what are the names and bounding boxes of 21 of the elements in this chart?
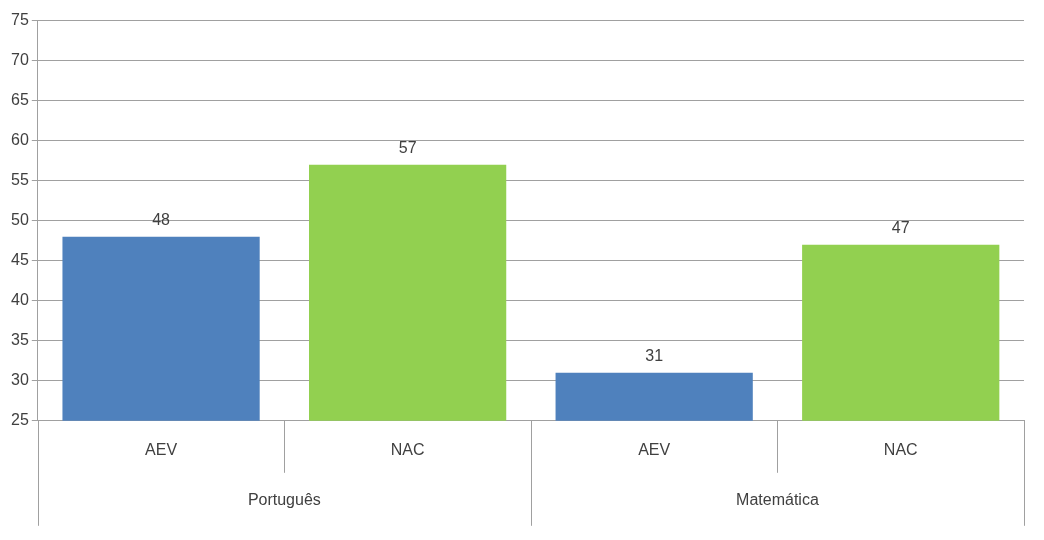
text: Matemática bbox=[736, 491, 819, 509]
y-tick-label: 60 bbox=[11, 131, 29, 149]
data-label: 48 bbox=[152, 211, 171, 229]
y-tick-label: 30 bbox=[11, 371, 29, 389]
data-label: 47 bbox=[891, 219, 910, 237]
y-tick-label: 65 bbox=[11, 91, 29, 109]
y-tick-label: 75 bbox=[11, 11, 29, 29]
x-tick-label: NAC bbox=[390, 440, 425, 458]
x-tick-label: AEV bbox=[145, 440, 178, 458]
data-label: 31 bbox=[645, 347, 664, 365]
x-tick-label: NAC bbox=[883, 440, 918, 458]
y-tick-label: 45 bbox=[11, 251, 29, 269]
y-tick-label: 50 bbox=[11, 211, 29, 229]
x-tick-label: AEV bbox=[638, 440, 671, 458]
y-tick-label: 40 bbox=[11, 291, 29, 309]
data-label: 57 bbox=[398, 139, 417, 157]
y-tick-label: 25 bbox=[11, 411, 29, 429]
y-tick-label: 35 bbox=[11, 331, 29, 349]
y-tick-label: 70 bbox=[11, 51, 29, 69]
text: Português bbox=[247, 491, 321, 509]
y-tick-label: 55 bbox=[11, 171, 29, 189]
